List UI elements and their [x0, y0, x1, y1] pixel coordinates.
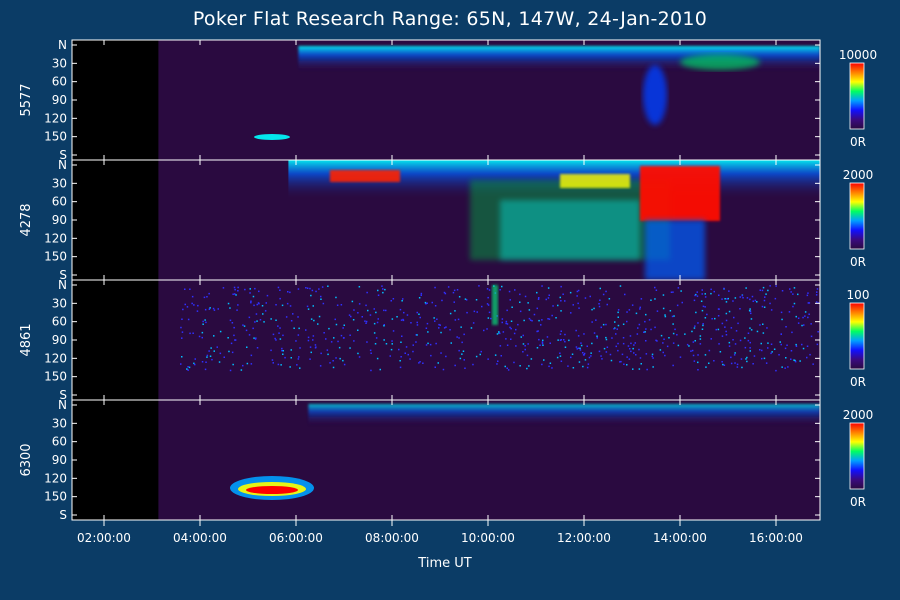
- y-tick-label: S: [59, 268, 67, 282]
- y-tick-label: 60: [52, 315, 67, 329]
- aurora-feature: [492, 285, 498, 325]
- colorbar-max-label: 100: [847, 288, 870, 302]
- y-tick-label: 60: [52, 75, 67, 89]
- moon-core: [246, 486, 298, 494]
- y-tick-label: N: [58, 158, 67, 172]
- colorbar-6300: [849, 422, 865, 490]
- panel-4278: [71, 159, 821, 281]
- y-tick-label: 150: [44, 490, 67, 504]
- x-axis-label: Time UT: [418, 556, 472, 571]
- x-tick-label: 08:00:00: [365, 531, 419, 545]
- aurora-feature: [643, 65, 667, 125]
- aurora-feature: [645, 220, 705, 280]
- panel-image-5577: [72, 40, 820, 160]
- x-tick-label: 10:00:00: [461, 531, 515, 545]
- y-tick-label: 150: [44, 370, 67, 384]
- y-tick-label: 90: [52, 453, 67, 467]
- y-tick-label: N: [58, 38, 67, 52]
- colorbar-max-label: 10000: [839, 48, 877, 62]
- y-tick-label: N: [58, 398, 67, 412]
- colorbar-min-label: 0R: [850, 495, 866, 509]
- colorbar-min-label: 0R: [850, 375, 866, 389]
- panel-image-4278: [72, 160, 820, 280]
- x-tick-label: 12:00:00: [557, 531, 611, 545]
- x-tick-label: 04:00:00: [173, 531, 227, 545]
- aurora-peak: [640, 166, 720, 221]
- y-tick-label: 90: [52, 213, 67, 227]
- panel-label-4278: 4278: [19, 203, 34, 236]
- moon-reflection: [254, 134, 290, 140]
- y-tick-label: 120: [44, 231, 67, 245]
- sky-background: [158, 280, 820, 400]
- panel-4861: [71, 279, 821, 401]
- panel-5577: [71, 39, 821, 161]
- aurora-peak: [560, 174, 630, 188]
- colorbar-min-label: 0R: [850, 135, 866, 149]
- aurora-peak: [330, 170, 400, 182]
- aurora-band: [308, 404, 820, 426]
- colorbar-4278: [849, 182, 865, 250]
- y-tick-label: 150: [44, 130, 67, 144]
- colorbar-4861: [849, 302, 865, 370]
- y-tick-label: 120: [44, 471, 67, 485]
- y-tick-label: 120: [44, 111, 67, 125]
- aurora-feature: [500, 200, 640, 260]
- x-tick-label: 02:00:00: [77, 531, 131, 545]
- y-tick-label: 30: [52, 176, 67, 190]
- panel-label-6300: 6300: [19, 443, 34, 476]
- aurora-feature: [680, 54, 760, 70]
- colorbar-max-label: 2000: [843, 168, 874, 182]
- x-tick-label: 06:00:00: [269, 531, 323, 545]
- y-tick-label: N: [58, 278, 67, 292]
- panel-image-6300: [72, 400, 820, 520]
- y-tick-label: 150: [44, 250, 67, 264]
- chart-title: Poker Flat Research Range: 65N, 147W, 24…: [192, 8, 708, 30]
- y-tick-label: S: [59, 508, 67, 522]
- y-tick-label: 90: [52, 93, 67, 107]
- y-tick-label: 90: [52, 333, 67, 347]
- y-tick-label: 60: [52, 435, 67, 449]
- panel-6300: [71, 399, 821, 521]
- x-tick-label: 14:00:00: [653, 531, 707, 545]
- y-tick-label: 60: [52, 195, 67, 209]
- x-tick-label: 16:00:00: [749, 531, 803, 545]
- y-tick-label: 30: [52, 56, 67, 70]
- panel-label-5577: 5577: [19, 83, 34, 116]
- panel-label-4861: 4861: [19, 323, 34, 356]
- y-tick-label: S: [59, 388, 67, 402]
- y-tick-label: 120: [44, 351, 67, 365]
- colorbar-min-label: 0R: [850, 255, 866, 269]
- colorbar-max-label: 2000: [843, 408, 874, 422]
- y-tick-label: S: [59, 148, 67, 162]
- y-tick-label: 30: [52, 296, 67, 310]
- colorbar-5577: [849, 62, 865, 130]
- y-tick-label: 30: [52, 416, 67, 430]
- panel-image-4861: [72, 280, 820, 400]
